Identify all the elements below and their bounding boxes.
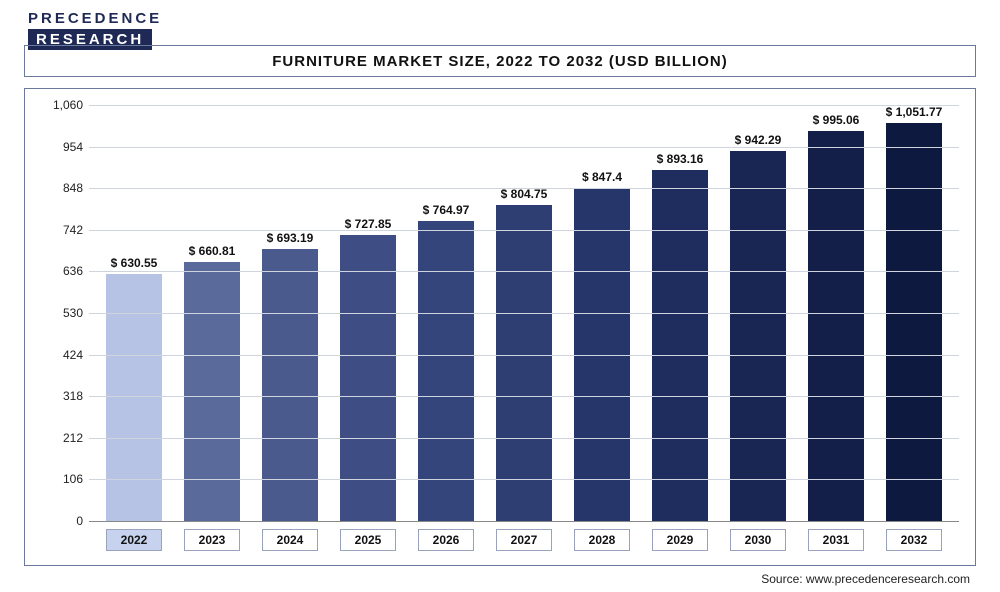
x-axis-label-slot: 2022 — [95, 527, 173, 553]
y-axis-tick-label: 106 — [33, 472, 89, 486]
chart-container: $ 630.55$ 660.81$ 693.19$ 727.85$ 764.97… — [24, 88, 976, 566]
bar — [418, 221, 474, 521]
x-axis-labels: 2022 2023 2024 2025 2026 2027 2028 2029 2030 2031… — [89, 527, 959, 553]
brand-logo: PRECEDENCE RESEARCH — [28, 10, 162, 50]
bar-value-label: $ 1,051.77 — [886, 105, 943, 119]
grid-line — [89, 521, 959, 522]
x-axis-label-slot: 2031 — [797, 527, 875, 553]
y-axis-tick-label: 424 — [33, 348, 89, 362]
y-axis-tick-label: 212 — [33, 431, 89, 445]
bar-value-label: $ 942.29 — [735, 133, 782, 147]
grid-line — [89, 230, 959, 231]
x-axis-year-label: 2028 — [574, 529, 630, 551]
bar-value-label: $ 660.81 — [189, 244, 236, 258]
x-axis-label-slot: 2029 — [641, 527, 719, 553]
y-axis-tick-label: 636 — [33, 264, 89, 278]
brand-logo-line1: PRECEDENCE — [28, 10, 162, 27]
x-axis-label-slot: 2027 — [485, 527, 563, 553]
bar — [652, 170, 708, 521]
y-axis-tick-label: 0 — [33, 514, 89, 528]
x-axis-label-slot: 2024 — [251, 527, 329, 553]
x-axis-label-slot: 2025 — [329, 527, 407, 553]
title-bar: FURNITURE MARKET SIZE, 2022 TO 2032 (USD… — [24, 45, 976, 77]
x-axis-year-label: 2026 — [418, 529, 474, 551]
y-axis-tick-label: 1,060 — [33, 98, 89, 112]
x-axis-year-label: 2031 — [808, 529, 864, 551]
x-axis-label-slot: 2032 — [875, 527, 953, 553]
y-axis-tick-label: 318 — [33, 389, 89, 403]
bar-value-label: $ 893.16 — [657, 152, 704, 166]
x-axis-year-label: 2023 — [184, 529, 240, 551]
grid-line — [89, 188, 959, 189]
grid-line — [89, 479, 959, 480]
source-attribution: Source: www.precedenceresearch.com — [761, 572, 970, 586]
bar-value-label: $ 630.55 — [111, 256, 158, 270]
bar-value-label: $ 995.06 — [813, 113, 860, 127]
x-axis-label-slot: 2030 — [719, 527, 797, 553]
grid-line — [89, 438, 959, 439]
bar — [106, 274, 162, 521]
grid-line — [89, 271, 959, 272]
page-root: PRECEDENCE RESEARCH FURNITURE MARKET SIZ… — [0, 0, 1000, 592]
grid-line — [89, 313, 959, 314]
x-axis-year-label: 2029 — [652, 529, 708, 551]
plot-area: $ 630.55$ 660.81$ 693.19$ 727.85$ 764.97… — [89, 105, 959, 521]
x-axis-label-slot: 2026 — [407, 527, 485, 553]
grid-line — [89, 396, 959, 397]
x-axis-year-label: 2024 — [262, 529, 318, 551]
bar-value-label: $ 804.75 — [501, 187, 548, 201]
bar-value-label: $ 847.4 — [582, 170, 622, 184]
y-axis-tick-label: 742 — [33, 223, 89, 237]
bar — [184, 262, 240, 521]
grid-line — [89, 105, 959, 106]
chart-title: FURNITURE MARKET SIZE, 2022 TO 2032 (USD… — [272, 53, 727, 70]
y-axis-tick-label: 848 — [33, 181, 89, 195]
x-axis-year-label: 2032 — [886, 529, 942, 551]
bar — [496, 205, 552, 521]
bar — [886, 123, 942, 521]
grid-line — [89, 355, 959, 356]
x-axis-label-slot: 2028 — [563, 527, 641, 553]
x-axis-year-label: 2027 — [496, 529, 552, 551]
x-axis-year-label: 2025 — [340, 529, 396, 551]
x-axis-year-label: 2022 — [106, 529, 162, 551]
x-axis-year-label: 2030 — [730, 529, 786, 551]
x-axis-label-slot: 2023 — [173, 527, 251, 553]
bar — [730, 151, 786, 521]
bar — [340, 235, 396, 521]
y-axis-tick-label: 954 — [33, 140, 89, 154]
grid-line — [89, 147, 959, 148]
bar-value-label: $ 764.97 — [423, 203, 470, 217]
bar-value-label: $ 693.19 — [267, 231, 314, 245]
y-axis-tick-label: 530 — [33, 306, 89, 320]
